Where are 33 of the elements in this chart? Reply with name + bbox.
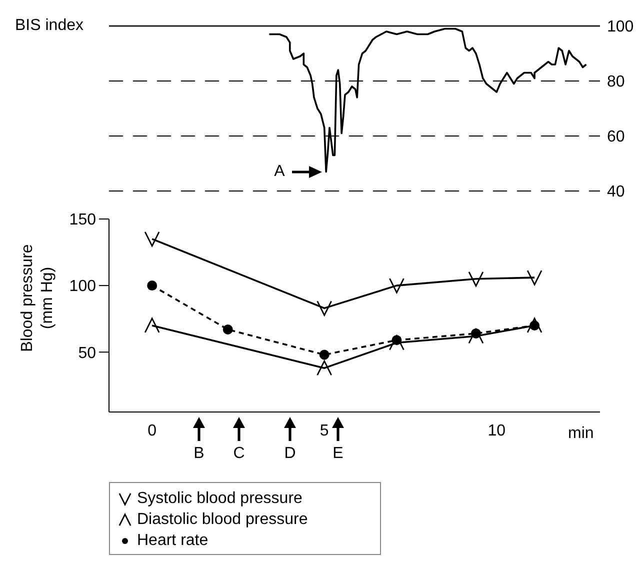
point xyxy=(319,350,330,360)
text: E xyxy=(332,444,344,464)
x-tick-label: 10 xyxy=(488,422,506,440)
annotation: A xyxy=(274,162,285,182)
point xyxy=(468,271,484,287)
legend-label: Systolic blood pressure xyxy=(137,489,302,509)
point xyxy=(316,360,332,376)
y-tick-label: 150 xyxy=(69,212,96,229)
x-tick-label: 0 xyxy=(148,422,157,440)
text: D xyxy=(283,444,297,464)
y-tick-label: 50 xyxy=(78,344,96,362)
point xyxy=(392,335,402,346)
y-tick-label: 40 xyxy=(607,184,625,201)
y-tick-label: 100 xyxy=(69,278,96,296)
point xyxy=(470,328,481,338)
point xyxy=(389,278,404,294)
legend-label: Diastolic blood pressure xyxy=(137,510,308,530)
point xyxy=(147,280,158,291)
x-axis-title: min xyxy=(568,424,594,444)
x-tick-label: 5 xyxy=(320,422,329,440)
y-tick-label: 80 xyxy=(607,74,625,91)
point xyxy=(144,318,160,334)
point xyxy=(526,270,542,286)
legend-label: Heart rate xyxy=(137,531,208,551)
text: C xyxy=(232,444,246,464)
point xyxy=(222,324,233,334)
y-tick-label: 100 xyxy=(607,18,634,36)
point xyxy=(144,231,160,247)
y-axis-title: BIS index xyxy=(15,16,84,36)
y-tick-label: 60 xyxy=(607,128,625,146)
point xyxy=(316,300,332,316)
text: B xyxy=(192,444,206,464)
y-axis-title: Blood pressure (mm Hg) xyxy=(18,243,57,354)
